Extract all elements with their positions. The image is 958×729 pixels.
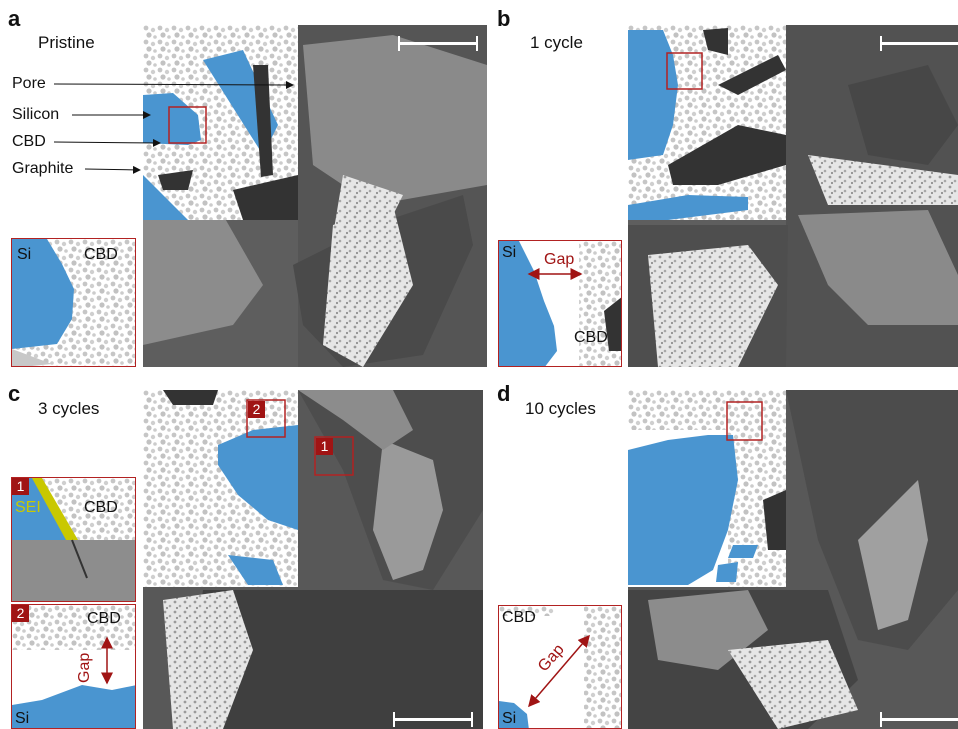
label-silicon: Silicon — [12, 106, 60, 123]
inset-d: CBD Gap Si — [498, 605, 622, 729]
inset-c-2-gap: Gap — [76, 652, 93, 683]
inset-c-2-badge: 2 — [12, 605, 29, 622]
marker-1: 1 — [316, 438, 333, 455]
label-pore: Pore — [12, 75, 46, 92]
inset-b-cbd: CBD — [574, 329, 608, 346]
panel-letter-c: c — [8, 381, 21, 406]
sem-image-d — [628, 390, 958, 729]
marker-2: 2 — [248, 401, 265, 418]
sem-image-a — [143, 25, 487, 367]
inset-c-1-cbd: CBD — [84, 499, 118, 516]
inset-c-1-sei: SEI — [15, 499, 41, 516]
inset-c-2-si: Si — [15, 710, 30, 727]
inset-a-si: Si — [17, 246, 32, 263]
inset-d-si: Si — [502, 710, 517, 727]
inset-c-2: 2 CBD Gap Si — [11, 604, 136, 729]
inset-c-1-badge: 1 — [12, 478, 29, 495]
panel-letter-a: a — [8, 6, 21, 31]
inset-b: Si Gap CBD — [498, 240, 622, 367]
inset-b-si: Si — [502, 244, 517, 261]
panel-letter-b: b — [497, 6, 511, 31]
panel-title-b: 1 cycle — [530, 33, 583, 52]
inset-a-cbd: CBD — [84, 246, 118, 263]
panel-title-d: 10 cycles — [525, 399, 596, 418]
inset-d-cbd: CBD — [502, 609, 536, 626]
panel-letter-d: d — [497, 381, 511, 406]
panel-title-c: 3 cycles — [38, 399, 100, 418]
inset-b-gap: Gap — [544, 251, 575, 268]
sem-image-c: 2 1 — [143, 390, 483, 729]
pointer-arrows-a — [53, 80, 294, 174]
label-graphite: Graphite — [12, 160, 74, 177]
inset-c-1: 1 SEI CBD — [11, 477, 136, 602]
inset-c-2-cbd: CBD — [87, 610, 121, 627]
panel-title-a: Pristine — [38, 33, 95, 52]
label-cbd: CBD — [12, 133, 46, 150]
sem-image-b — [628, 25, 958, 367]
inset-a: Si CBD — [11, 238, 136, 367]
